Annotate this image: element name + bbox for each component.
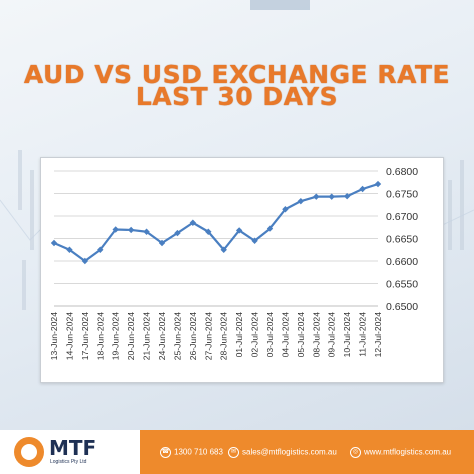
data-point: [313, 193, 320, 200]
x-tick-label: 19-Jun-2024: [111, 312, 121, 360]
phone-contact[interactable]: ☎ 1300 710 683: [160, 447, 223, 458]
series-line: [53, 183, 379, 263]
y-tick-label: 0.6750: [386, 189, 418, 201]
x-tick-label: 09-Jul-2024: [327, 312, 337, 358]
email-icon: ✉: [228, 447, 239, 458]
x-tick-label: 28-Jun-2024: [219, 312, 229, 360]
data-point: [81, 257, 89, 265]
line-chart: 0.6500 0.6550 0.6600 0.6650 0.6700 0.6750 0.68…: [49, 166, 418, 360]
x-tick-label: 25-Jun-2024: [172, 312, 182, 360]
data-point: [143, 228, 150, 235]
data-point: [189, 219, 197, 226]
logo-name: MTF: [49, 436, 97, 460]
y-tick-label: 0.6800: [386, 166, 418, 178]
data-point: [235, 227, 243, 234]
x-tick-label: 11-Jul-2024: [358, 312, 368, 357]
x-tick-label: 27-Jun-2024: [203, 312, 213, 360]
data-point: [343, 193, 351, 200]
data-point: [174, 229, 181, 237]
x-tick-label: 24-Jun-2024: [157, 312, 167, 360]
x-tick-label: 08-Jul-2024: [311, 312, 321, 358]
globe-icon: ◎: [350, 447, 361, 458]
data-point: [50, 239, 58, 247]
footer-contact-band: [140, 430, 474, 474]
x-tick-label: 04-Jul-2024: [280, 312, 290, 358]
data-point: [328, 193, 335, 200]
x-tick-label: 01-Jul-2024: [234, 312, 244, 358]
x-tick-label: 13-Jun-2024: [49, 312, 59, 360]
x-tick-label: 05-Jul-2024: [296, 312, 306, 358]
data-point: [282, 206, 289, 213]
phone-icon: ☎: [160, 447, 171, 458]
phone-text: 1300 710 683: [174, 447, 223, 457]
y-tick-label: 0.6700: [386, 211, 418, 223]
data-point: [374, 180, 382, 188]
x-tick-label: 14-Jun-2024: [64, 312, 74, 360]
x-tick-label: 10-Jul-2024: [342, 312, 352, 358]
y-tick-label: 0.6600: [386, 256, 418, 268]
y-tick-label: 0.6500: [386, 301, 418, 313]
x-tick-label: 12-Jul-2024: [373, 312, 383, 358]
x-tick-label: 21-Jun-2024: [142, 312, 152, 360]
chart-title-line1: AUD VS USD EXCHANGE RATE: [23, 60, 451, 89]
email-text: sales@mtflogistics.com.au: [242, 447, 337, 457]
y-tick-label: 0.6650: [386, 234, 418, 246]
data-point: [251, 237, 258, 244]
chart-card: 0.6500 0.6550 0.6600 0.6650 0.6700 0.6750 0.68…: [40, 157, 444, 383]
x-tick-label: 17-Jun-2024: [80, 312, 90, 360]
data-point: [297, 197, 305, 205]
x-tick-label: 03-Jul-2024: [265, 312, 275, 358]
email-contact[interactable]: ✉ sales@mtflogistics.com.au: [228, 447, 337, 458]
mtf-logo-icon: [14, 437, 44, 467]
x-tick-label: 02-Jul-2024: [250, 312, 260, 358]
data-point: [266, 225, 274, 232]
x-tick-label: 20-Jun-2024: [126, 312, 136, 360]
x-tick-label: 18-Jun-2024: [95, 312, 105, 360]
data-point: [97, 246, 104, 253]
logo-subtitle: Logistics Pty Ltd: [50, 459, 87, 465]
chart-title-line2: LAST 30 DAYS: [135, 82, 339, 111]
y-tick-label: 0.6550: [386, 279, 418, 291]
x-tick-label: 26-Jun-2024: [188, 312, 198, 360]
website-contact[interactable]: ◎ www.mtflogistics.com.au: [350, 447, 451, 458]
website-text: www.mtflogistics.com.au: [364, 447, 452, 457]
data-point: [127, 226, 135, 234]
